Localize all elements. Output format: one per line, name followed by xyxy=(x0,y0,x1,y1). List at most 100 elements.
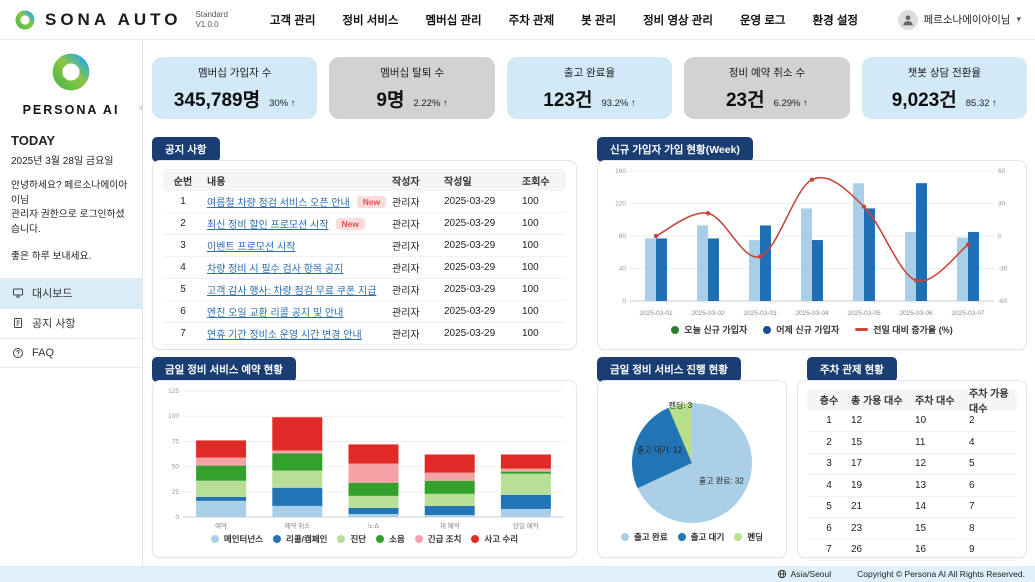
notice-link[interactable]: 엔진 오일 교환 리콜 공지 및 안내 xyxy=(207,308,344,319)
legend-item[interactable]: 어제 신규 가입자 xyxy=(763,323,839,336)
legend-item[interactable]: 출고 대기 xyxy=(677,531,725,543)
notice-date: 2025-03-29 xyxy=(444,196,496,207)
notice-author: 관리자 xyxy=(392,264,420,275)
notice-link[interactable]: 최신 정비 할인 프로모션 시작 xyxy=(207,220,329,231)
notice-link[interactable]: 고객 감사 행사: 차량 점검 무료 쿠폰 지급 xyxy=(207,286,377,297)
new-badge: New xyxy=(335,217,365,230)
parking-section-badge: 주차 관제 현황 xyxy=(807,357,897,382)
notice-row: 2 최신 정비 할인 프로모션 시작 New 관리자 2025-03-29 100 xyxy=(163,213,566,235)
nav-video-management[interactable]: 정비 영상 관리 xyxy=(643,14,713,27)
user-avatar xyxy=(897,9,918,30)
nav-operation-log[interactable]: 운영 로그 xyxy=(739,14,786,27)
legend-dot-marker xyxy=(210,535,219,543)
parking-row: 3 17 12 5 xyxy=(807,454,1017,475)
sidebar-collapse-icon[interactable]: ‹ xyxy=(139,102,143,113)
notice-views: 100 xyxy=(522,284,539,295)
svg-text:2025-03-02: 2025-03-02 xyxy=(691,310,725,317)
parking-total: 26 xyxy=(851,544,863,556)
footer: Asia/Seoul Copyright © Persona AI All Ri… xyxy=(0,566,1035,582)
legend-label: 리콜/캠페인 xyxy=(286,534,328,544)
notice-link[interactable]: 이벤트 프로모션 시작 xyxy=(207,242,296,253)
svg-text:노쇼: 노쇼 xyxy=(368,522,380,530)
parking-panel: 층수 총 가용 대수 주차 대수 주차 가용 대수 1 12 10 2 2 15 11 4 3 1… xyxy=(797,380,1027,561)
legend-item[interactable]: 사고 수리 xyxy=(471,533,518,545)
notice-link[interactable]: 연휴 기간 정비소 운영 시간 변경 안내 xyxy=(207,330,362,341)
legend-item[interactable]: 진단 xyxy=(337,533,366,545)
reservation-chart: 0 25 50 75 100 125 예약 예약 취소 노쇼 재 예약 당일 예약 xyxy=(168,388,564,530)
svg-text:50: 50 xyxy=(172,464,180,471)
notice-section-badge: 공지 사항 xyxy=(152,137,220,162)
legend-item[interactable]: 펜딩 xyxy=(734,531,763,543)
notice-author: 관리자 xyxy=(392,308,420,319)
parking-row: 7 26 16 9 xyxy=(807,540,1017,561)
svg-text:2025-03-03: 2025-03-03 xyxy=(743,310,777,317)
legend-dot-marker xyxy=(471,535,480,543)
svg-text:125: 125 xyxy=(168,388,179,395)
svg-text:예약: 예약 xyxy=(215,521,227,530)
legend-dot-marker xyxy=(414,535,423,543)
svg-text:-60: -60 xyxy=(998,298,1008,305)
legend-line-marker xyxy=(855,328,869,331)
parking-available: 5 xyxy=(969,458,975,470)
legend-dot-marker xyxy=(621,533,630,541)
reservation-chart-legend: 메인터넌스 리콜/캠페인 진단 소음 긴급 조치 사고 수리 xyxy=(153,533,576,545)
legend-label: 사고 수리 xyxy=(484,534,519,544)
legend-item[interactable]: 출고 완료 xyxy=(621,531,668,543)
legend-item[interactable]: 긴급 조치 xyxy=(414,533,461,545)
kpi-card-membership-withdrawals: 멤버십 탈퇴 수 9명 2.22% ↑ xyxy=(329,57,495,119)
main-content: 멤버십 가입자 수 345,789명 30% ↑ 멤버십 탈퇴 수 9명 2.22%… xyxy=(143,40,1035,566)
sidebar-item-dashboard[interactable]: 대시보드 xyxy=(0,277,142,308)
notice-content-cell: 이벤트 프로모션 시작 xyxy=(203,238,392,253)
legend-dot-marker xyxy=(376,535,385,543)
legend-dot-marker xyxy=(671,325,680,334)
parking-row: 2 15 11 4 xyxy=(807,432,1017,454)
notice-content-cell: 차량 정비 시 필수 검사 항목 공지 xyxy=(203,260,392,275)
svg-text:60: 60 xyxy=(998,168,1006,175)
top-navigation: 고객 관리 정비 서비스 멤버십 관리 주차 관제 봇 관리 정비 영상 관리 … xyxy=(270,12,858,28)
nav-parking-control[interactable]: 주차 관제 xyxy=(508,14,555,27)
svg-text:출고 완료: 32: 출고 완료: 32 xyxy=(699,476,745,486)
user-menu[interactable]: 페르소나에이아이님 ▾ xyxy=(897,9,1021,30)
sidebar-item-notice[interactable]: 공지 사항 xyxy=(0,307,142,338)
legend-item[interactable]: 소음 xyxy=(376,533,405,545)
chevron-down-icon: ▾ xyxy=(1016,14,1021,24)
svg-text:-30: -30 xyxy=(998,266,1008,273)
notice-link[interactable]: 여름철 차량 점검 서비스 오픈 안내 xyxy=(207,198,350,209)
svg-text:당일 예약: 당일 예약 xyxy=(513,521,539,530)
weekly-signup-chart: 0 40 80 120 160 -60 -30 0 30 60 2025-03-01 2025-03-… xyxy=(615,168,1008,317)
nav-settings[interactable]: 환경 설정 xyxy=(812,14,858,27)
parking-total: 21 xyxy=(851,501,863,513)
nav-customer-management[interactable]: 고객 관리 xyxy=(269,14,316,27)
persona-ai-logo-icon xyxy=(52,53,90,91)
svg-text:2025-03-07: 2025-03-07 xyxy=(951,310,985,317)
nav-bot-management[interactable]: 봇 관리 xyxy=(581,14,617,27)
top-header: SONA AUTO Standard V1.0.0 고객 관리 정비 서비스 멤… xyxy=(0,0,1035,40)
parking-row: 6 23 15 8 xyxy=(807,518,1017,540)
legend-item[interactable]: 메인터넌스 xyxy=(210,533,263,545)
parking-occupied: 16 xyxy=(915,544,927,556)
legend-dot-marker xyxy=(734,533,743,541)
legend-item[interactable]: 리콜/캠페인 xyxy=(273,533,327,545)
legend-label: 진단 xyxy=(350,534,367,544)
sidebar-item-faq[interactable]: FAQ xyxy=(0,337,142,368)
notice-row: 6 엔진 오일 교환 리콜 공지 및 안내 관리자 2025-03-29 100 xyxy=(163,301,566,323)
svg-text:30: 30 xyxy=(998,201,1006,208)
new-badge: New xyxy=(356,195,387,208)
legend-item[interactable]: 전일 대비 증가율 (%) xyxy=(855,323,953,336)
legend-label: 오늘 신규 가입자 xyxy=(684,325,748,335)
nav-maintenance-service[interactable]: 정비 서비스 xyxy=(342,14,399,27)
legend-label: 출고 완료 xyxy=(634,532,668,542)
nav-membership-management[interactable]: 멤버십 관리 xyxy=(425,14,482,27)
notice-content-cell: 최신 정비 할인 프로모션 시작 New xyxy=(203,216,392,231)
legend-item[interactable]: 오늘 신규 가입자 xyxy=(671,323,747,336)
notice-link[interactable]: 차량 정비 시 필수 검사 항목 공지 xyxy=(207,264,344,275)
notice-table-header: 순번 내용 작성자 작성일 조회수 xyxy=(163,169,566,191)
legend-label: 출고 대기 xyxy=(690,532,725,542)
notice-content-cell: 연휴 기간 정비소 운영 시간 변경 안내 xyxy=(203,326,392,341)
parking-floor: 3 xyxy=(826,458,832,470)
notice-views: 100 xyxy=(522,306,539,317)
sidebar-item-label: FAQ xyxy=(32,346,55,359)
parking-row: 5 21 14 7 xyxy=(807,497,1017,518)
parking-available: 8 xyxy=(969,522,975,534)
parking-occupied: 10 xyxy=(915,415,927,427)
